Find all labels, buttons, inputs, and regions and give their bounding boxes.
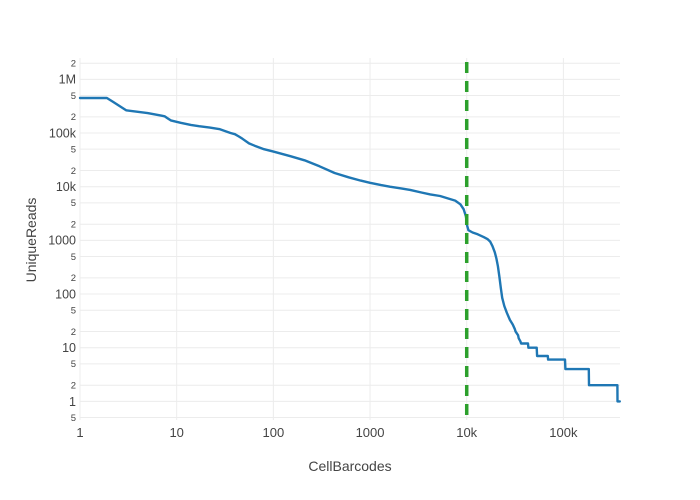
y-tick-label: 2 xyxy=(71,381,76,392)
y-tick-label: 2 xyxy=(71,327,76,338)
y-tick-label: 5 xyxy=(71,252,76,263)
y-tick-label: 10 xyxy=(62,341,76,355)
y-tick-label: 2 xyxy=(71,220,76,231)
y-tick-label: 2 xyxy=(71,59,76,70)
y-gridlines xyxy=(80,62,620,419)
y-tick-labels: 2 1M 5 2 100k 5 2 10k 5 2 1000 5 2 100 5 2 10 5 2 1 5 xyxy=(48,59,77,424)
y-tick-label: 5 xyxy=(71,198,76,209)
y-tick-label: 10k xyxy=(56,180,77,194)
x-tick-label: 1000 xyxy=(356,425,385,440)
y-tick-label: 1M xyxy=(59,73,76,87)
x-tick-label: 1 xyxy=(76,425,83,440)
barcode-rank-curve xyxy=(78,96,621,403)
x-tick-label: 10k xyxy=(456,425,477,440)
y-axis-title: UniqueReads xyxy=(23,198,39,283)
y-tick-label: 2 xyxy=(71,273,76,284)
y-tick-label: 5 xyxy=(71,91,76,102)
y-tick-label: 2 xyxy=(71,112,76,123)
plot-area[interactable] xyxy=(80,58,620,420)
x-tick-label: 100 xyxy=(263,425,285,440)
y-tick-label: 1000 xyxy=(48,234,76,248)
y-tick-label: 5 xyxy=(71,413,76,424)
y-tick-label: 2 xyxy=(71,166,76,177)
y-tick-label: 100 xyxy=(55,287,76,301)
y-tick-label: 1 xyxy=(69,395,76,409)
y-tick-label: 5 xyxy=(71,306,76,317)
x-gridlines xyxy=(79,58,564,420)
y-tick-label: 5 xyxy=(71,145,76,156)
x-tick-label: 100k xyxy=(549,425,578,440)
y-tick-label: 5 xyxy=(71,359,76,370)
x-tick-labels: 1 10 100 1000 10k 100k xyxy=(76,425,578,440)
x-tick-label: 10 xyxy=(169,425,183,440)
y-tick-label: 100k xyxy=(49,126,77,140)
x-axis-title: CellBarcodes xyxy=(308,458,391,474)
